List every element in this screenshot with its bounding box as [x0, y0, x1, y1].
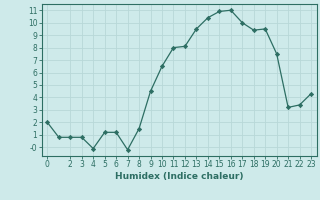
X-axis label: Humidex (Indice chaleur): Humidex (Indice chaleur): [115, 172, 244, 181]
